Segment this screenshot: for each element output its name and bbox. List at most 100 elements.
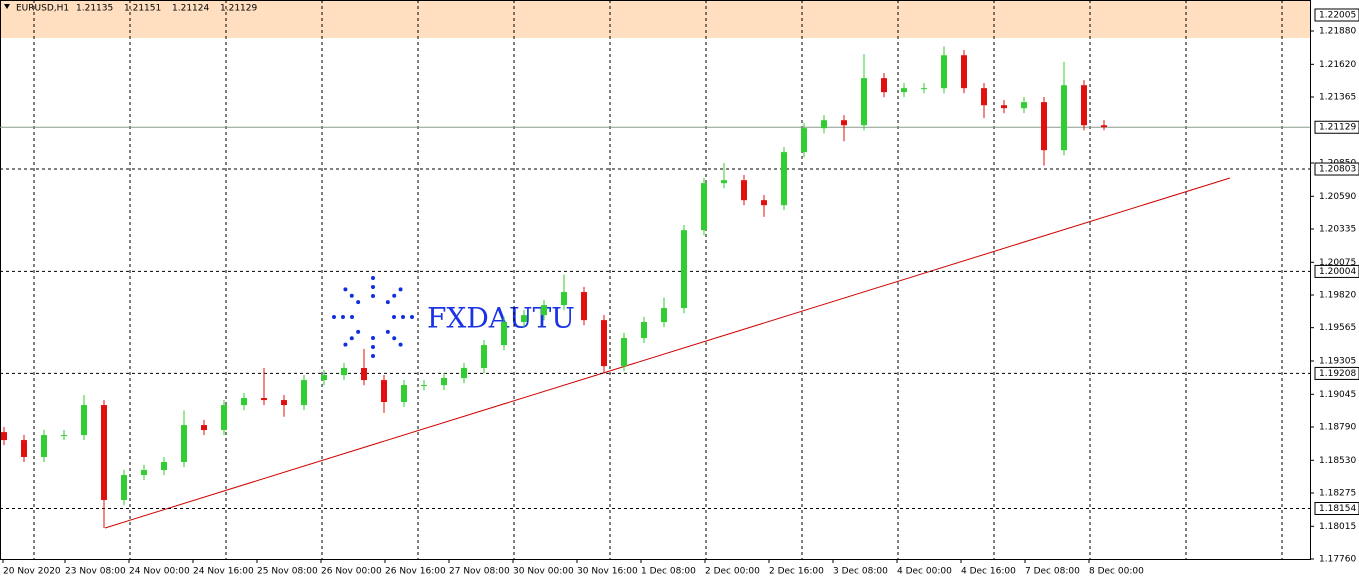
x-tick-label: 2 Dec 16:00 bbox=[769, 567, 824, 577]
candle-body bbox=[1021, 102, 1027, 109]
y-tick-label: 1.21365 bbox=[1319, 93, 1356, 103]
level-label: 1.18154 bbox=[1319, 504, 1356, 514]
level-box bbox=[1314, 162, 1359, 176]
level-box bbox=[1314, 501, 1359, 515]
logo-dot bbox=[392, 293, 397, 298]
watermark-logo bbox=[332, 276, 414, 358]
candle-body bbox=[821, 120, 827, 129]
y-tick-label: 1.18015 bbox=[1319, 522, 1356, 532]
candle-body bbox=[781, 152, 787, 206]
x-tick-label: 7 Dec 08:00 bbox=[1025, 567, 1080, 577]
x-tick-label: 30 Nov 16:00 bbox=[577, 567, 638, 577]
candle-body bbox=[521, 315, 527, 323]
bid-label: 1.21129 bbox=[1319, 123, 1356, 133]
header-quote: 1.21129 bbox=[220, 4, 257, 14]
header-quote: 1.21124 bbox=[172, 4, 209, 14]
logo-dot bbox=[356, 300, 361, 305]
level-box bbox=[1314, 366, 1359, 380]
y-tick-label: 1.19820 bbox=[1319, 290, 1356, 300]
y-tick-label: 1.19045 bbox=[1319, 390, 1356, 400]
candle-body bbox=[1041, 102, 1047, 151]
candle-body bbox=[581, 292, 587, 321]
candle-body bbox=[941, 55, 947, 89]
candle-body bbox=[241, 398, 247, 406]
candle-body bbox=[621, 338, 627, 367]
y-tick-label: 1.18790 bbox=[1319, 422, 1356, 432]
x-tick-label: 26 Nov 16:00 bbox=[385, 567, 446, 577]
y-tick-label: 1.19305 bbox=[1319, 356, 1356, 366]
logo-dot bbox=[349, 336, 354, 341]
logo-dot bbox=[392, 315, 396, 319]
candle-body bbox=[461, 368, 467, 379]
candle-body bbox=[381, 380, 387, 402]
candle-body bbox=[1001, 105, 1007, 109]
candle-body bbox=[121, 475, 127, 501]
x-tick-label: 8 Dec 00:00 bbox=[1089, 567, 1144, 577]
candle-body bbox=[441, 378, 447, 386]
plot-frame bbox=[0, 0, 1311, 560]
y-tick-label: 1.20590 bbox=[1319, 192, 1356, 202]
logo-dot bbox=[371, 285, 375, 289]
y-tick-label: 1.19565 bbox=[1319, 323, 1356, 333]
logo-dot bbox=[343, 287, 348, 292]
candle-body bbox=[901, 88, 907, 93]
logo-dot bbox=[371, 294, 375, 298]
x-tick-label: 4 Dec 00:00 bbox=[897, 567, 952, 577]
level-label: 1.22005 bbox=[1319, 10, 1356, 20]
logo-dot bbox=[350, 315, 354, 319]
y-tick-label: 1.20335 bbox=[1319, 224, 1356, 234]
candle-body bbox=[601, 320, 607, 367]
candle-body bbox=[1061, 85, 1067, 151]
candle-body bbox=[561, 292, 567, 306]
candle-body bbox=[841, 120, 847, 126]
logo-dot bbox=[371, 345, 375, 349]
candle-body bbox=[881, 78, 887, 93]
x-tick-label: 4 Dec 16:00 bbox=[961, 567, 1016, 577]
zone bbox=[0, 0, 1310, 38]
logo-dot bbox=[332, 315, 336, 319]
logo-dot bbox=[371, 336, 375, 340]
candle-body bbox=[701, 183, 707, 231]
logo-dot bbox=[371, 354, 375, 358]
candle-body bbox=[21, 440, 27, 457]
y-tick-label: 1.18530 bbox=[1319, 456, 1356, 466]
candle-body bbox=[861, 78, 867, 126]
x-tick-label: 23 Nov 08:00 bbox=[65, 567, 126, 577]
logo-dot bbox=[371, 276, 375, 280]
x-tick-label: 1 Dec 08:00 bbox=[641, 567, 696, 577]
candle-body bbox=[401, 385, 407, 402]
candle-body bbox=[681, 230, 687, 309]
y-tick-label: 1.21880 bbox=[1319, 27, 1356, 37]
level-label: 1.20803 bbox=[1319, 165, 1356, 175]
level-box bbox=[1314, 8, 1359, 22]
candle-body bbox=[101, 405, 107, 501]
logo-dot bbox=[385, 329, 390, 334]
x-tick-label: 2 Dec 00:00 bbox=[705, 567, 760, 577]
x-tick-label: 3 Dec 08:00 bbox=[833, 567, 888, 577]
candle-body bbox=[341, 368, 347, 376]
logo-dot bbox=[398, 342, 403, 347]
x-tick-label: 27 Nov 08:00 bbox=[449, 567, 510, 577]
symbol: EURUSD,H1 bbox=[16, 4, 69, 14]
candle-body bbox=[641, 322, 647, 339]
candle-body bbox=[181, 425, 187, 462]
candle-body bbox=[661, 308, 667, 323]
candle-body bbox=[321, 375, 327, 381]
watermark: FXDAUTU bbox=[427, 302, 575, 335]
candle-body bbox=[161, 461, 167, 471]
logo-dot bbox=[385, 300, 390, 305]
candle-body bbox=[761, 200, 767, 206]
logo-dot bbox=[410, 315, 414, 319]
candle-body bbox=[221, 405, 227, 431]
candle-body bbox=[421, 385, 427, 387]
level-label: 1.20004 bbox=[1319, 267, 1356, 277]
candle-body bbox=[921, 88, 927, 90]
candle-body bbox=[721, 180, 727, 184]
logo-dot bbox=[349, 293, 354, 298]
y-tick-label: 1.20075 bbox=[1319, 258, 1356, 268]
candle-body bbox=[1081, 85, 1087, 126]
header-arrow bbox=[4, 4, 10, 9]
candle-body bbox=[201, 425, 207, 431]
logo-dot bbox=[398, 287, 403, 292]
